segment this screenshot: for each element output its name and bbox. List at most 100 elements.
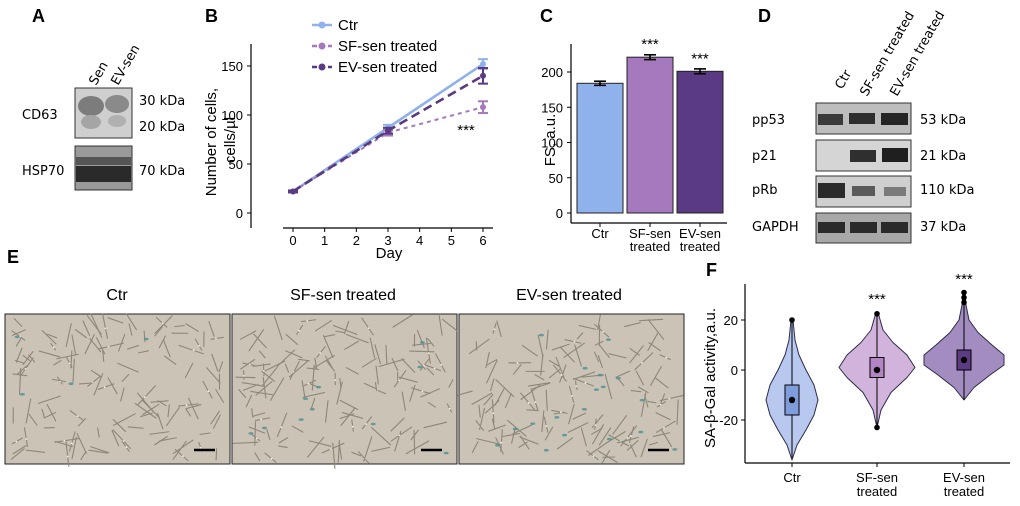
micrograph-cell (597, 450, 618, 463)
micrograph-highlight (198, 344, 201, 347)
micrograph-cell (199, 432, 211, 436)
micrograph-cell (588, 442, 608, 456)
micrograph-cell (375, 365, 379, 385)
micrograph-cell (591, 427, 603, 435)
micrograph-cell (409, 350, 435, 353)
micrograph-cell (435, 353, 446, 373)
panel-c-bar (576, 82, 624, 214)
micrograph-highlight (330, 448, 332, 450)
micrograph-cell (137, 350, 149, 354)
panel-d-protein-pp53: pp53 (752, 113, 785, 128)
micrograph-cell (495, 379, 515, 398)
micrograph-cell (339, 413, 355, 420)
panel-f-significance: *** (868, 291, 886, 308)
micrograph-cell (77, 418, 87, 427)
micrograph-cell (543, 416, 549, 433)
micrograph-background (231, 313, 458, 465)
micrograph-cell (12, 445, 27, 455)
micrograph-cell (15, 337, 22, 347)
micrograph-cell (448, 379, 454, 388)
micrograph-cell (648, 441, 658, 446)
micrograph-cell (647, 400, 657, 404)
micrograph-blue-stain (443, 451, 449, 455)
micrograph-cell (483, 394, 494, 406)
micrograph-cell (270, 377, 285, 401)
micrograph-cell (478, 404, 481, 418)
micrograph-cell (248, 426, 266, 434)
panel-f-outlier (961, 299, 967, 306)
panel-d-size-37: 37 kDa (920, 220, 966, 235)
panel-e-micrograph-ev-sen (457, 313, 685, 465)
micrograph-cell (19, 357, 34, 377)
micrograph-cell (178, 344, 204, 355)
micrograph-highlight (493, 328, 496, 331)
micrograph-cell (296, 324, 304, 335)
micrograph-cell (69, 410, 84, 421)
micrograph-highlight (70, 442, 73, 445)
panel-b-point (480, 72, 486, 79)
micrograph-cell (174, 324, 185, 328)
panel-c-ytick-label: 50 (549, 171, 563, 186)
micrograph-cell (475, 341, 478, 351)
micrograph-blue-stain (68, 382, 74, 385)
micrograph-cell (332, 324, 358, 335)
micrograph-highlight (575, 385, 578, 388)
micrograph-cell (239, 330, 257, 340)
micrograph-cell (479, 407, 485, 431)
micrograph-cell (215, 388, 225, 403)
panel-f-ytick-label: 0 (731, 363, 738, 378)
micrograph-cell (574, 344, 583, 367)
panel-b-xtick-label: 0 (289, 233, 296, 248)
micrograph-highlight (66, 455, 69, 458)
micrograph-cell (361, 416, 372, 430)
panel-b-legend-label: Ctr (338, 17, 358, 34)
panel-b-xlabel: Day (376, 245, 403, 262)
micrograph-cell (401, 358, 416, 373)
micrograph-highlight (255, 437, 258, 440)
panel-c-bar (676, 70, 724, 214)
panel-b-legend-label: SF-sen treated (338, 38, 437, 55)
micrograph-highlight (68, 362, 71, 365)
micrograph-cell (644, 394, 649, 408)
panel-a-blot-hsp70 (74, 145, 133, 191)
micrograph-cell (656, 401, 667, 408)
micrograph-cell (273, 315, 283, 341)
micrograph-cell (655, 420, 676, 433)
micrograph-highlight (423, 364, 425, 367)
micrograph-cell (564, 339, 582, 344)
panel-d-blot-gapdh (815, 212, 912, 244)
micrograph-highlight (367, 327, 370, 330)
micrograph-cell (125, 313, 137, 331)
micrograph-cell (425, 364, 441, 372)
micrograph-cell (174, 449, 189, 462)
panel-c-ytick-label: 200 (541, 65, 563, 80)
micrograph-cell (573, 371, 596, 380)
micrograph-highlight (207, 390, 210, 393)
micrograph-cell (324, 355, 333, 369)
micrograph-cell (654, 377, 669, 389)
micrograph-highlight (440, 363, 443, 366)
micrograph-cell (18, 368, 22, 395)
panel-d-protein-prb: pRb (752, 183, 778, 198)
micrograph-cell (262, 376, 267, 399)
micrograph-cell (121, 373, 130, 382)
micrograph-cell (251, 434, 261, 442)
panel-f-outlier (874, 424, 880, 431)
micrograph-highlight (592, 455, 595, 457)
micrograph-cell (409, 384, 416, 402)
micrograph-cell (218, 361, 224, 373)
micrograph-cell (545, 389, 548, 411)
micrograph-cell (126, 344, 139, 350)
micrograph-cell (258, 350, 266, 359)
micrograph-cell (162, 339, 171, 358)
micrograph-highlight (161, 322, 164, 325)
panel-b-significance: *** (457, 122, 475, 139)
micrograph-cell (232, 441, 259, 444)
micrograph-cell (647, 319, 665, 340)
micrograph-cell (90, 313, 103, 338)
panel-f-median (788, 396, 796, 404)
micrograph-cell (520, 392, 535, 411)
micrograph-highlight (199, 446, 202, 449)
panel-f-significance: *** (955, 271, 973, 288)
micrograph-highlight (560, 373, 563, 376)
